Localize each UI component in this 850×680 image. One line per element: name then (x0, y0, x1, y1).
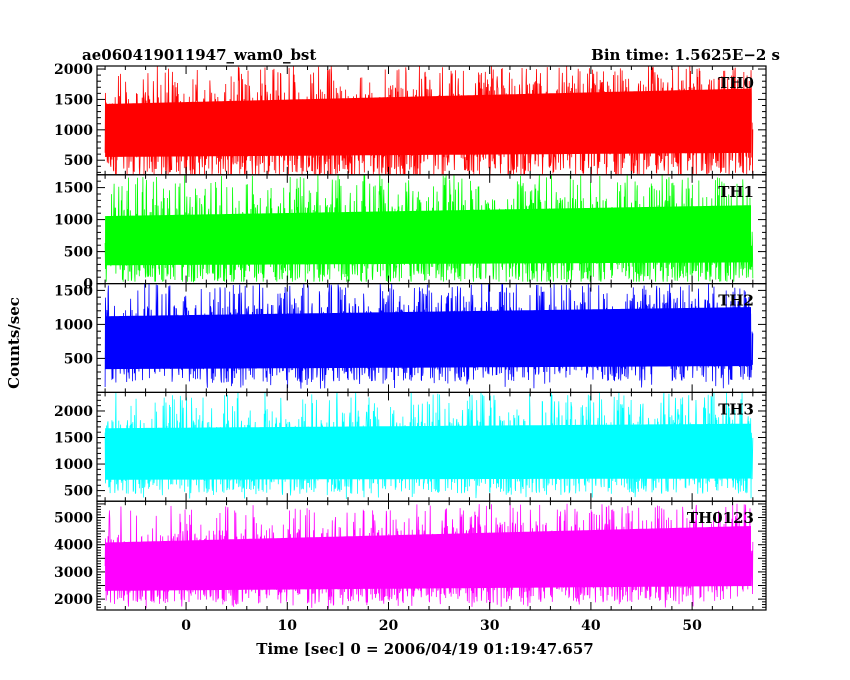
series-th1 (104, 174, 754, 283)
panel-th0123: 2000 3000 4000 5000 TH0123 (54, 500, 767, 611)
y-tick-label: 500 (64, 245, 93, 261)
y-tick-label: 2000 (54, 404, 93, 420)
y-tick-label: 0 (83, 277, 93, 293)
y-tick-label: 1500 (54, 181, 93, 197)
series-th0123 (104, 503, 754, 609)
y-tick-label: 500 (64, 153, 93, 169)
x-tick-label: 10 (278, 618, 298, 634)
y-tick-label: 500 (64, 484, 93, 500)
y-tick-label: 4000 (54, 538, 93, 554)
y-tick-label: 1500 (54, 92, 93, 108)
x-tick-label: 40 (581, 618, 601, 634)
panel-th1: 0 500 1000 1500 TH1 (54, 174, 767, 293)
chart-title: ae060419011947_wam0_bst (82, 46, 316, 64)
y-tick-label: 1000 (54, 457, 93, 473)
panel-label-th0123: TH0123 (687, 509, 754, 527)
panel-label-th0: TH0 (718, 74, 754, 92)
series-th0 (104, 66, 754, 175)
y-tick-label: 1000 (54, 123, 93, 139)
panel-label-th2: TH2 (718, 292, 754, 310)
panel-label-th1: TH1 (718, 183, 754, 201)
y-tick-label: 2000 (54, 592, 93, 608)
y-tick-label: 1500 (54, 283, 93, 299)
x-tick-label: 50 (682, 618, 702, 634)
y-axis-label: Counts/sec (5, 297, 23, 389)
y-tick-label: 1500 (54, 431, 93, 447)
panel-th3: 500 1000 1500 2000 TH3 (54, 391, 767, 502)
y-tick-label: 1000 (54, 317, 93, 333)
x-tick-label: 0 (181, 618, 191, 634)
x-tick-label: 20 (379, 618, 399, 634)
series-th3 (104, 392, 754, 499)
series-th2 (104, 283, 754, 389)
y-tick-label: 500 (64, 351, 93, 367)
y-tick-label: 5000 (54, 511, 93, 527)
panel-th2: 500 1000 1500 TH2 (54, 283, 767, 394)
panel-th0: 500 1000 1500 2000 TH0 (54, 62, 767, 176)
y-tick-label: 3000 (54, 565, 93, 581)
x-axis-label: Time [sec] 0 = 2006/04/19 01:19:47.657 (256, 640, 593, 658)
x-tick-label: 30 (480, 618, 500, 634)
bin-time-label: Bin time: 1.5625E−2 s (591, 46, 780, 64)
y-tick-label: 2000 (54, 62, 93, 78)
panel-label-th3: TH3 (718, 400, 754, 418)
y-tick-label: 1000 (54, 213, 93, 229)
